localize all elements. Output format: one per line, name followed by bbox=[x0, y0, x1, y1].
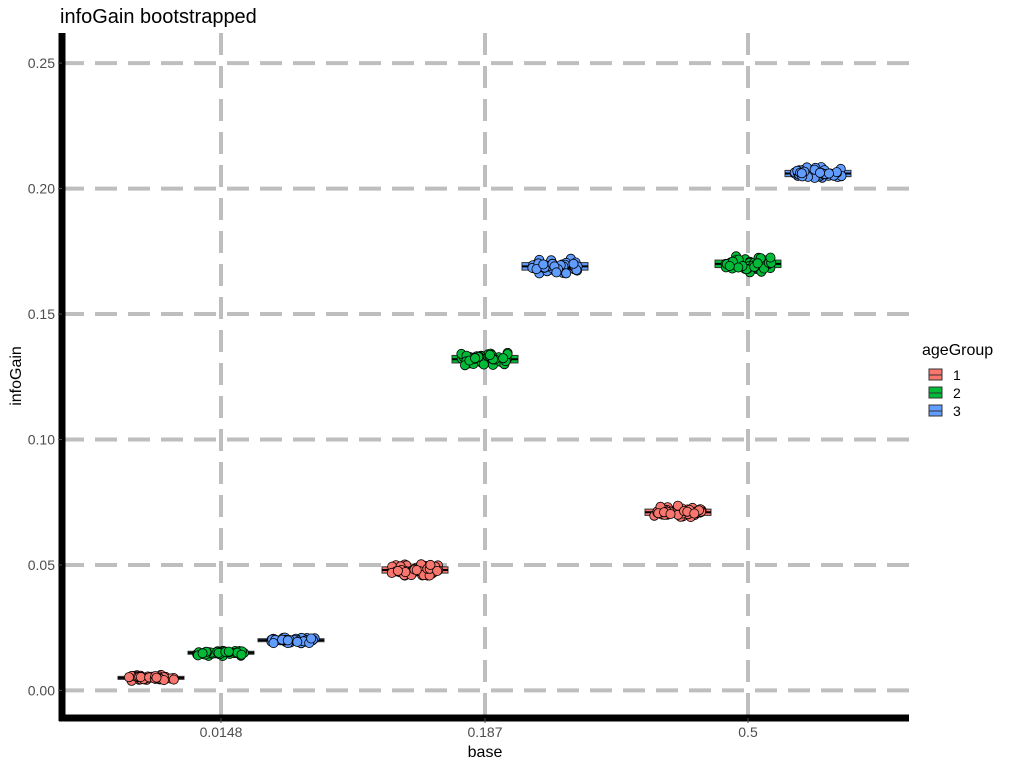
data-point bbox=[551, 267, 562, 278]
axis-ticks: 0.00 0.05 0.10 0.15 0.20 0.25 0.0148 0.187 0.5 bbox=[28, 55, 758, 740]
y-axis-title: infoGain bbox=[8, 346, 25, 406]
x-axis-title: base bbox=[468, 744, 503, 761]
data-point bbox=[733, 262, 744, 273]
y-tick-label: 0.10 bbox=[28, 431, 55, 447]
group-3-0.0148 bbox=[257, 632, 325, 649]
plot-data bbox=[117, 162, 852, 686]
group-2-0.187 bbox=[451, 347, 519, 371]
data-point bbox=[151, 672, 162, 683]
data-point bbox=[432, 566, 443, 577]
data-point bbox=[223, 646, 234, 657]
y-tick-label: 0.05 bbox=[28, 557, 55, 573]
group-2-0.5 bbox=[714, 251, 782, 278]
legend-label: 3 bbox=[953, 403, 961, 419]
legend: ageGroup 1 2 3 bbox=[922, 342, 993, 419]
legend-item: 1 bbox=[928, 367, 961, 383]
data-point bbox=[665, 508, 676, 519]
y-tick-label: 0.00 bbox=[28, 682, 55, 698]
data-point bbox=[484, 349, 495, 360]
y-tick-label: 0.15 bbox=[28, 306, 55, 322]
data-point bbox=[815, 167, 826, 178]
group-3-0.187 bbox=[521, 253, 589, 279]
data-point bbox=[392, 565, 403, 576]
data-point bbox=[425, 559, 436, 570]
chart-title: infoGain bootstrapped bbox=[60, 6, 257, 28]
data-point bbox=[561, 268, 572, 279]
group-1-0.187 bbox=[381, 559, 449, 581]
legend-label: 2 bbox=[953, 385, 961, 401]
data-point bbox=[538, 259, 549, 270]
legend-title: ageGroup bbox=[922, 342, 993, 359]
data-point bbox=[724, 260, 735, 271]
data-point bbox=[478, 359, 489, 370]
gridlines bbox=[62, 33, 909, 718]
data-point bbox=[168, 674, 179, 685]
legend-label: 1 bbox=[953, 367, 961, 383]
data-point bbox=[824, 168, 835, 179]
legend-item: 3 bbox=[928, 403, 961, 419]
x-tick-label: 0.0148 bbox=[200, 724, 243, 740]
axes bbox=[58, 33, 909, 722]
x-tick-label: 0.5 bbox=[738, 724, 758, 740]
y-tick-label: 0.20 bbox=[28, 181, 55, 197]
data-point bbox=[689, 508, 700, 519]
data-point bbox=[306, 633, 317, 644]
x-tick-label: 0.187 bbox=[467, 724, 502, 740]
group-3-0.5 bbox=[784, 162, 852, 183]
data-point bbox=[236, 649, 247, 660]
legend-item: 2 bbox=[928, 385, 961, 401]
data-point bbox=[124, 672, 135, 683]
data-point bbox=[197, 648, 208, 659]
data-point bbox=[470, 353, 481, 364]
data-point bbox=[531, 264, 542, 275]
data-point bbox=[752, 258, 763, 269]
group-1-0.0148 bbox=[117, 669, 185, 686]
data-point bbox=[498, 353, 509, 364]
data-point bbox=[796, 168, 807, 179]
data-point bbox=[292, 636, 303, 647]
group-2-0.0148 bbox=[187, 645, 255, 662]
data-point bbox=[568, 258, 579, 269]
group-1-0.5 bbox=[644, 500, 712, 523]
data-point bbox=[135, 672, 146, 683]
data-point bbox=[411, 565, 422, 576]
data-point bbox=[765, 252, 776, 263]
data-point bbox=[268, 638, 279, 649]
data-point bbox=[282, 635, 293, 646]
y-tick-label: 0.25 bbox=[28, 55, 55, 71]
